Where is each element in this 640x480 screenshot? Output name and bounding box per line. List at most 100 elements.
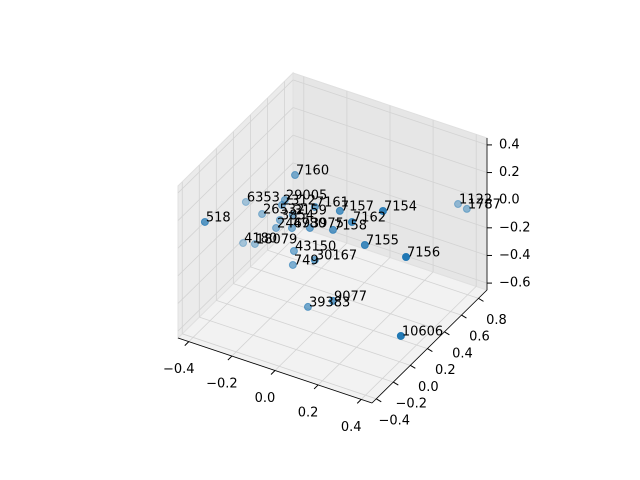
y-tick-label: 0.2 xyxy=(435,363,456,378)
point xyxy=(347,218,356,227)
tick-mark xyxy=(461,314,467,319)
point xyxy=(310,256,319,265)
y-tick-label: −0.4 xyxy=(378,413,410,428)
point-label: 1122 xyxy=(459,193,492,208)
y-tick-label: 0.8 xyxy=(486,313,507,328)
z-tick-label: −0.6 xyxy=(499,276,531,291)
point-label: 7158 xyxy=(334,218,367,233)
tick-mark xyxy=(356,399,362,404)
point xyxy=(275,216,284,225)
point-label: 6353 xyxy=(247,190,280,205)
tick-mark xyxy=(393,381,399,386)
grid-line xyxy=(199,316,394,383)
point xyxy=(303,302,312,311)
point xyxy=(258,210,267,219)
grid-line xyxy=(360,286,477,400)
point-label: 7162 xyxy=(353,211,386,226)
point xyxy=(396,331,405,340)
grid-line xyxy=(188,228,305,342)
grid-line xyxy=(216,299,411,366)
point xyxy=(288,260,297,269)
x-tick-label: −0.2 xyxy=(206,377,238,392)
point-label: 7154 xyxy=(384,200,417,215)
y-tick-label: −0.2 xyxy=(396,397,428,412)
grid-line xyxy=(182,333,377,400)
point-label: 4180 xyxy=(244,232,277,247)
point-label: 3159 xyxy=(294,204,327,219)
point xyxy=(454,200,463,209)
grid-line xyxy=(292,107,488,173)
x-tick-label: 0.2 xyxy=(298,405,319,420)
tick-mark xyxy=(427,348,433,353)
z-tick-label: 0.4 xyxy=(499,137,520,152)
point xyxy=(200,217,209,226)
grid-line xyxy=(177,190,294,304)
grid-line xyxy=(177,217,294,332)
x-tick-label: −0.4 xyxy=(163,362,195,377)
y-tick-label: 0.4 xyxy=(452,346,473,361)
point-label: 3975 xyxy=(311,216,344,231)
z-tick-label: −0.2 xyxy=(499,220,531,235)
point xyxy=(328,225,337,234)
y-tick-label: 0.6 xyxy=(469,330,490,345)
grid-line xyxy=(292,79,488,146)
grid-line xyxy=(292,162,488,229)
point-label: 7155 xyxy=(366,234,399,249)
tick-mark xyxy=(444,331,450,336)
point-label: 18079 xyxy=(256,232,297,247)
point-label: 7160 xyxy=(296,164,329,179)
grid-line xyxy=(317,271,434,386)
point-label: 3854 xyxy=(281,209,314,224)
point-label: 43150 xyxy=(295,239,336,254)
point xyxy=(250,239,259,248)
grid-line xyxy=(267,249,462,316)
point-label: 30167 xyxy=(316,249,357,264)
point-label: 1787 xyxy=(468,197,501,212)
point xyxy=(335,206,344,215)
point-label: 518 xyxy=(206,210,231,225)
point-label: 10606 xyxy=(402,324,443,339)
point xyxy=(360,241,369,250)
point xyxy=(291,171,300,180)
z-tick-label: 0.2 xyxy=(499,165,520,180)
point xyxy=(289,246,298,255)
point xyxy=(239,239,248,248)
tick-mark xyxy=(270,370,276,375)
tick-mark xyxy=(478,297,484,302)
point xyxy=(402,253,411,262)
grid-line xyxy=(177,134,294,249)
point xyxy=(328,296,337,305)
tick-mark xyxy=(410,364,416,369)
tick-mark xyxy=(376,398,382,403)
point xyxy=(288,211,297,220)
grid-line xyxy=(292,217,488,284)
point-label: 4780 xyxy=(293,217,326,232)
grid-line xyxy=(292,190,488,256)
point-label: 39383 xyxy=(309,295,350,310)
point-label: 7156 xyxy=(407,246,440,261)
point-label: 29005 xyxy=(286,188,327,203)
z-tick-label: −0.4 xyxy=(499,248,531,263)
point xyxy=(462,204,471,213)
point xyxy=(378,207,387,216)
point-label: 749 xyxy=(294,253,319,268)
grid-line xyxy=(177,162,294,277)
point xyxy=(272,223,281,232)
grid-line xyxy=(292,134,488,201)
point xyxy=(310,202,319,211)
z-tick-label: 0.0 xyxy=(499,193,520,208)
point xyxy=(288,224,297,233)
point-label: 7161 xyxy=(316,195,349,210)
grid-line xyxy=(233,283,428,349)
tick-mark xyxy=(227,355,233,361)
point-label: 26532 xyxy=(263,203,304,218)
x-tick-label: 0.4 xyxy=(341,420,362,435)
grid-line xyxy=(250,266,445,333)
grid-line xyxy=(177,107,294,221)
point xyxy=(277,201,286,210)
point-label: 2469 xyxy=(277,216,310,231)
y-tick-label: 0.0 xyxy=(418,380,439,395)
point-label: 7157 xyxy=(341,199,374,214)
x-axis xyxy=(177,337,373,404)
point xyxy=(241,197,250,206)
